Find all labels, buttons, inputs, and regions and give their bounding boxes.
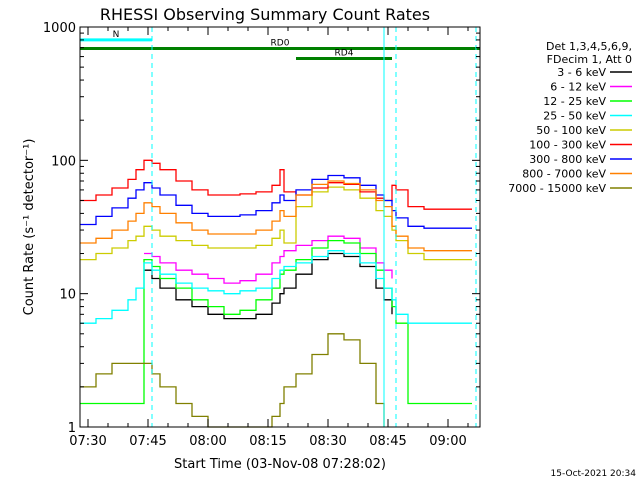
chart-title: RHESSI Observing Summary Count Rates [100, 5, 430, 24]
x-axis-label: Start Time (03-Nov-08 07:28:02) [174, 457, 386, 472]
y-tick-label-1: 1 [68, 421, 76, 436]
legend-label-800-7000-kev: 800 - 7000 keV [522, 168, 606, 181]
series-line-300-800-kev [80, 174, 472, 229]
series-line-50-100-kev [80, 186, 472, 261]
annotation-label-rd4: RD4 [335, 49, 354, 59]
y-tick-label-10: 10 [59, 288, 76, 303]
annotation-label-rd0: RD0 [271, 38, 290, 48]
legend: Det 1,3,4,5,6,9,FDecim 1, Att 03 - 6 keV… [508, 40, 632, 195]
legend-header-1: FDecim 1, Att 0 [547, 53, 632, 66]
legend-label-25-50-kev: 25 - 50 keV [543, 110, 606, 123]
timestamp: 15-Oct-2021 20:34 [551, 469, 637, 479]
legend-label-7000-15000-kev: 7000 - 15000 keV [508, 182, 606, 195]
legend-label-3-6-kev: 3 - 6 keV [557, 66, 606, 79]
x-tick-label-09-00: 09:00 [429, 434, 466, 449]
legend-label-100-300-kev: 100 - 300 keV [529, 139, 606, 152]
y-axis-label: Count Rate (s⁻¹ detector⁻¹) [22, 139, 37, 316]
series-line-25-50-kev [80, 250, 472, 324]
axis-layer: 07:30 07:45 08:00 08:15 08:30 08:45 09:00 1 10 10… [43, 21, 480, 449]
x-tick-label-08-30: 08:30 [309, 434, 346, 449]
x-tick-label-08-00: 08:00 [189, 434, 226, 449]
series-line-100-300-kev [80, 159, 472, 210]
annotation-label-n: N [113, 30, 120, 40]
series-line-12-25-kev [80, 239, 472, 405]
legend-header-0: Det 1,3,4,5,6,9, [546, 40, 632, 53]
plot-frame [79, 26, 481, 428]
series-layer [80, 159, 472, 428]
legend-label-300-800-kev: 300 - 800 keV [529, 153, 606, 166]
legend-label-6-12-kev: 6 - 12 keV [550, 81, 606, 94]
x-tick-label-08-45: 08:45 [369, 434, 406, 449]
annotation-layer: N RD0 RD4 [80, 27, 480, 427]
y-tick-label-1000: 1000 [43, 21, 76, 36]
series-line-3-6-kev [144, 252, 393, 320]
series-line-7000-15000-kev [80, 333, 385, 428]
y-tick-label-100: 100 [51, 154, 76, 169]
x-tick-label-07-45: 07:45 [129, 434, 166, 449]
series-line-800-7000-kev [80, 180, 472, 252]
x-tick-label-08-15: 08:15 [249, 434, 286, 449]
legend-label-50-100-kev: 50 - 100 keV [536, 124, 606, 137]
x-tick-label-07-30: 07:30 [69, 434, 106, 449]
legend-label-12-25-kev: 12 - 25 keV [543, 95, 606, 108]
